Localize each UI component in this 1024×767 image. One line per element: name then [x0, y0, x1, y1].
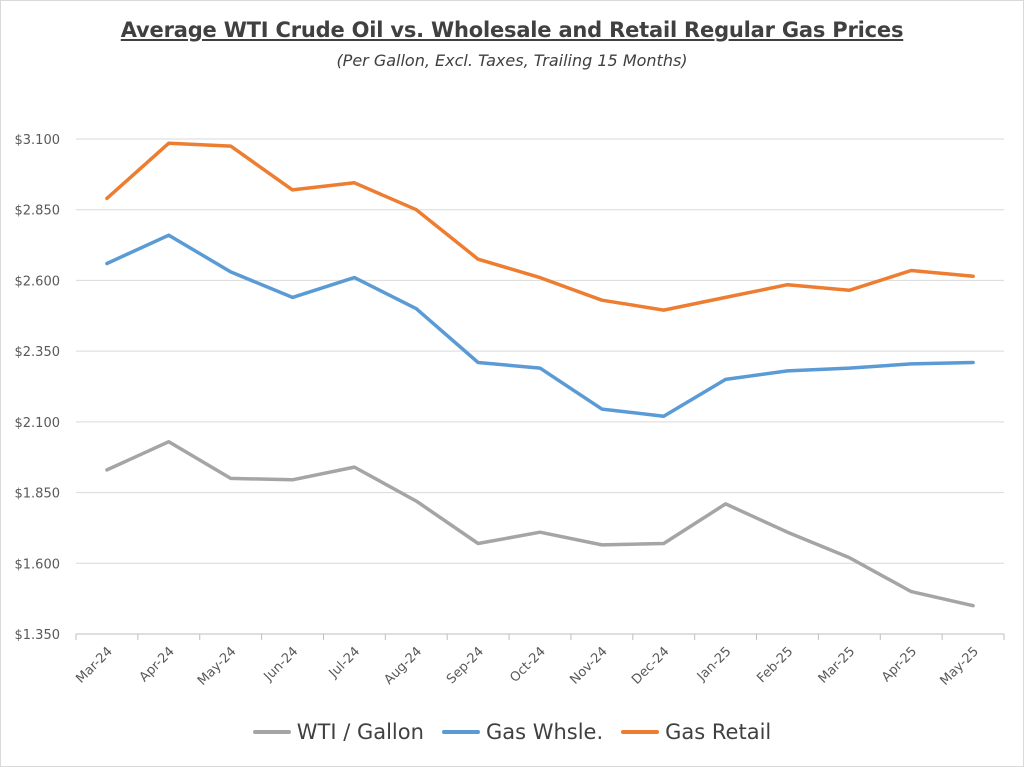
legend-item: Gas Whsle. — [441, 720, 604, 744]
legend-label: WTI / Gallon — [296, 720, 424, 744]
chart-title: Average WTI Crude Oil vs. Wholesale and … — [120, 18, 904, 42]
x-tick-label: Sep-24 — [444, 644, 487, 687]
legend-label: Gas Whsle. — [485, 720, 604, 744]
x-tick-label: Dec-24 — [629, 644, 672, 687]
x-tick-label: Jan-25 — [694, 644, 735, 685]
x-tick-label: Apr-25 — [879, 644, 920, 685]
x-tick-label: Feb-25 — [754, 644, 796, 686]
y-tick-label: $3.100 — [15, 133, 61, 148]
series-line-wti-gallon — [105, 439, 975, 608]
chart-subtitle: (Per Gallon, Excl. Taxes, Trailing 15 Mo… — [336, 51, 688, 70]
y-tick-label: $1.850 — [15, 487, 61, 502]
y-tick-label: $1.350 — [15, 628, 61, 643]
legend-label: Gas Retail — [665, 720, 772, 744]
x-tick-label: Jun-24 — [261, 644, 302, 685]
y-tick-label: $2.850 — [15, 204, 61, 219]
x-tick-label: Aug-24 — [382, 644, 426, 688]
legend-swatch — [621, 730, 660, 734]
x-tick-label: May-25 — [937, 644, 981, 688]
x-tick-label: May-24 — [195, 644, 239, 688]
series-line-gas-retail — [105, 141, 975, 312]
legend-item: WTI / Gallon — [252, 720, 424, 744]
x-tick-label: Mar-25 — [816, 644, 858, 686]
y-tick-label: $1.600 — [15, 557, 61, 572]
x-tick-label: Mar-24 — [73, 644, 115, 686]
legend-item: Gas Retail — [621, 720, 771, 744]
y-tick-label: $2.100 — [15, 416, 61, 431]
x-tick-label: Nov-24 — [567, 644, 610, 687]
y-tick-label: $2.350 — [15, 345, 61, 360]
series-line-gas-whsle — [105, 233, 975, 418]
x-tick-label: Apr-24 — [137, 644, 178, 685]
chart-legend: WTI / Gallon Gas Whsle. Gas Retail — [1, 720, 1023, 744]
legend-swatch — [441, 730, 480, 734]
x-tick-label: Oct-24 — [507, 644, 549, 686]
legend-swatch — [252, 730, 291, 734]
y-tick-label: $2.600 — [15, 274, 61, 289]
x-tick-label: Jul-24 — [326, 644, 363, 681]
